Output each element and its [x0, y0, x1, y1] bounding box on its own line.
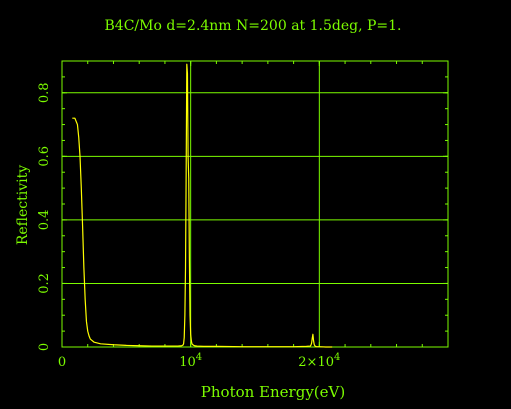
y-tick-label: 0.6 [37, 146, 52, 167]
x-tick-label: 2×104 [298, 352, 340, 370]
y-tick-label: 0.2 [37, 273, 52, 294]
x-tick-label: 0 [58, 355, 66, 370]
series-layer [72, 63, 333, 348]
series-line-0 [72, 63, 333, 348]
y-tick-label: 0.4 [37, 210, 52, 231]
y-tick-label: 0.8 [37, 82, 52, 103]
y-axis-label: Reflectivity [15, 165, 31, 245]
x-axis-label: Photon Energy(eV) [201, 383, 345, 401]
y-tick-label: 0 [37, 343, 52, 351]
axis-ticks: 0 0.2 0.4 0.6 0.8 0 104 2×104 [37, 82, 340, 370]
chart-title: B4C/Mo d=2.4nm N=200 at 1.5deg, P=1. [105, 18, 402, 34]
x-tick-label: 104 [179, 352, 202, 370]
